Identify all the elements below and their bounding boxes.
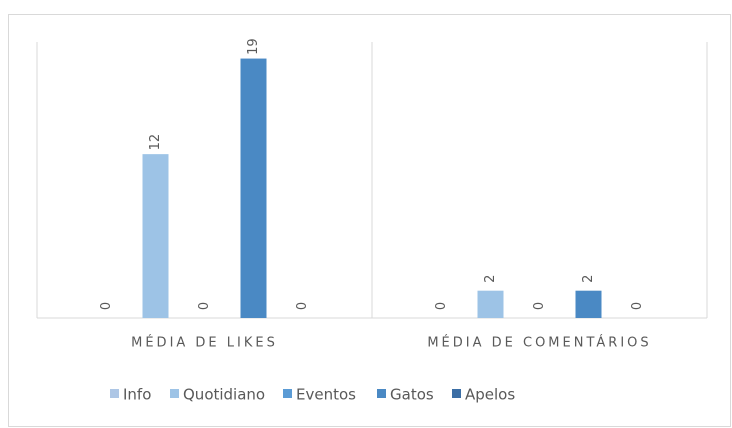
bar — [575, 290, 602, 318]
data-label: 0 — [99, 302, 114, 310]
legend-label: Eventos — [296, 386, 356, 404]
legend-label: Quotidiano — [183, 386, 265, 404]
data-label: 0 — [434, 302, 449, 310]
data-label: 2 — [483, 275, 498, 283]
legend-label: Gatos — [390, 386, 434, 404]
legend-swatch — [452, 389, 461, 398]
legend-swatch — [170, 389, 179, 398]
legend-label: Info — [123, 386, 151, 404]
data-label: 2 — [581, 275, 596, 283]
data-label: 12 — [148, 134, 163, 151]
x-tick-label: MÉDIA DE COMENTÁRIOS — [427, 335, 651, 351]
chart-frame — [8, 14, 731, 427]
legend-label: Apelos — [465, 386, 515, 404]
legend-swatch — [377, 389, 386, 398]
legend-swatch — [283, 389, 292, 398]
data-label: 0 — [630, 302, 645, 310]
legend-swatch — [110, 389, 119, 398]
data-label: 0 — [197, 302, 212, 310]
bar — [240, 58, 267, 319]
data-label: 19 — [246, 38, 261, 55]
bar — [477, 290, 504, 318]
data-label: 0 — [295, 302, 310, 310]
data-label: 0 — [532, 302, 547, 310]
bar — [142, 154, 169, 318]
x-tick-label: MÉDIA DE LIKES — [131, 335, 278, 351]
